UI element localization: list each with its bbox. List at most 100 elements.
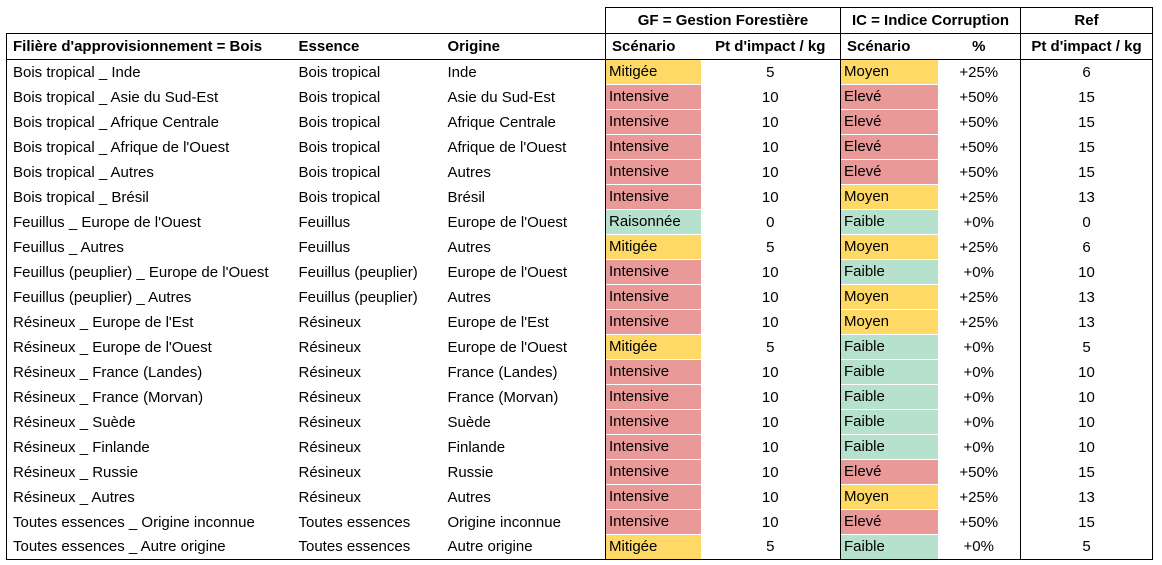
cell-origine: Inde (447, 63, 477, 81)
cell-ic-scenario: Moyen (841, 285, 938, 310)
cell-ic-scenario: Moyen (841, 60, 938, 85)
group-header-row: GF = Gestion Forestière IC = Indice Corr… (7, 7, 1153, 34)
cell-ic-scenario-label: Moyen (841, 285, 938, 309)
cell-origine: Autres (447, 488, 491, 506)
cell-ic-scenario: Faible (841, 385, 938, 410)
cell-filiere: Résineux _ Finlande (6, 434, 293, 460)
cell-ic-scenario: Moyen (841, 235, 938, 260)
cell-ic-pct: +25% (937, 234, 1021, 260)
cell-ic-scenario: Moyen (841, 485, 938, 510)
cell-essence: Feuillus (peuplier) (298, 288, 418, 306)
cell-essence: Bois tropical (298, 88, 381, 106)
cell-ic-pct: +0% (937, 409, 1021, 435)
cell-essence: Résineux (298, 413, 362, 431)
table-row: Bois tropical _ Afrique de l'Ouest Bois t… (6, 134, 1153, 160)
table-row: Feuillus (peuplier) _ Autres Feuillus (pe… (6, 284, 1153, 310)
cell-ref-impact: 0 (1020, 209, 1153, 235)
cell-ic-pct: +25% (937, 184, 1021, 210)
cell-ref-impact: 6 (1020, 59, 1153, 85)
cell-gf-scenario: Intensive (605, 384, 701, 410)
table-row: Toutes essences _ Origine inconnue Toutes… (6, 509, 1153, 535)
cell-essence: Bois tropical (298, 138, 381, 156)
cell-gf-scenario-label: Intensive (606, 360, 701, 384)
cell-origine: Asie du Sud-Est (447, 88, 556, 106)
cell-ic-pct: +0% (937, 209, 1021, 235)
col-header-origine: Origine (441, 33, 606, 60)
cell-ic-pct: +25% (937, 484, 1021, 510)
cell-origine: Europe de l'Ouest (447, 213, 568, 231)
cell-ic-scenario-label: Elevé (841, 510, 938, 534)
cell-gf-scenario-label: Intensive (606, 435, 701, 459)
cell-ref-impact: 10 (1020, 434, 1153, 460)
cell-ic-pct: +0% (937, 534, 1021, 560)
cell-ic-scenario-label: Elevé (841, 85, 938, 109)
cell-origine: Europe de l'Ouest (447, 338, 568, 356)
cell-ic-scenario: Elevé (841, 110, 938, 135)
cell-filiere: Bois tropical _ Inde (6, 59, 293, 85)
cell-gf-scenario-label: Intensive (606, 185, 701, 209)
cell-ic-scenario: Faible (841, 435, 938, 460)
cell-gf-scenario-label: Intensive (606, 310, 701, 334)
cell-ref-impact: 13 (1020, 484, 1153, 510)
col-header-ic-pct: % (937, 33, 1021, 60)
cell-ic-scenario: Faible (841, 410, 938, 435)
table-row: Résineux _ Russie Résineux Russie Intensive… (6, 459, 1153, 485)
cell-essence: Bois tropical (298, 163, 381, 181)
cell-ref-impact: 13 (1020, 284, 1153, 310)
table-row: Résineux _ Europe de l'Est Résineux Europe… (6, 309, 1153, 335)
cell-origine: Autre origine (441, 534, 606, 560)
cell-ic-scenario: Faible (840, 534, 938, 560)
cell-essence: Feuillus (298, 213, 351, 231)
table-row: Bois tropical _ Brésil Bois tropical Brési… (6, 184, 1153, 210)
cell-ic-pct: +50% (937, 509, 1021, 535)
cell-filiere: Bois tropical _ Asie du Sud-Est (6, 84, 293, 110)
cell-essence: Bois tropical (298, 113, 381, 131)
table-row: Résineux _ Autres Résineux Autres Intensive… (6, 484, 1153, 510)
cell-origine: Europe de l'Est (447, 313, 549, 331)
cell-ref-impact: 10 (1020, 259, 1153, 285)
cell-gf-impact: 10 (700, 484, 841, 510)
cell-gf-scenario: Raisonnée (605, 209, 701, 235)
cell-ref-impact: 15 (1020, 84, 1153, 110)
cell-ic-scenario: Elevé (841, 85, 938, 110)
cell-gf-impact: 10 (700, 184, 841, 210)
col-header-ref-impact: Pt d'impact / kg (1020, 33, 1153, 60)
cell-ic-scenario-label: Faible (841, 534, 938, 559)
cell-gf-scenario-label: Intensive (606, 510, 701, 534)
group-ref: Ref (1020, 7, 1153, 34)
cell-origine: Autres (447, 288, 491, 306)
cell-ref-impact: 6 (1020, 234, 1153, 260)
cell-filiere: Toutes essences _ Origine inconnue (6, 509, 293, 535)
cell-essence: Résineux (298, 313, 362, 331)
cell-gf-scenario: Intensive (605, 309, 701, 335)
cell-filiere: Résineux _ France (Landes) (6, 359, 293, 385)
cell-gf-scenario-label: Intensive (606, 85, 701, 109)
table-row: Bois tropical _ Autres Bois tropical Autre… (6, 159, 1153, 185)
cell-gf-scenario-label: Intensive (606, 285, 701, 309)
cell-ref-impact: 10 (1020, 384, 1153, 410)
cell-origine: France (Morvan) (447, 388, 559, 406)
cell-ic-scenario: Elevé (841, 510, 938, 535)
cell-ic-pct: +25% (937, 309, 1021, 335)
cell-essence: Résineux (298, 363, 362, 381)
cell-filiere: Résineux _ Europe de l'Ouest (6, 334, 293, 360)
cell-gf-scenario: Intensive (605, 134, 701, 160)
cell-origine: Europe de l'Ouest (447, 263, 568, 281)
cell-origine: Suède (447, 413, 491, 431)
cell-ic-pct: +25% (937, 284, 1021, 310)
cell-essence: Feuillus (298, 238, 351, 256)
cell-gf-impact: 5 (700, 534, 841, 560)
col-header-ic-scenario: Scénario (840, 33, 938, 60)
cell-gf-impact: 10 (700, 84, 841, 110)
cell-ic-scenario: Faible (841, 335, 938, 360)
cell-gf-scenario-label: Intensive (606, 410, 701, 434)
cell-gf-impact: 10 (700, 159, 841, 185)
cell-ref-impact: 5 (1020, 334, 1153, 360)
cell-filiere: Feuillus (peuplier) _ Autres (6, 284, 293, 310)
cell-essence: Bois tropical (298, 63, 381, 81)
cell-ic-scenario-label: Elevé (841, 135, 938, 159)
cell-filiere: Résineux _ Russie (6, 459, 293, 485)
cell-gf-impact: 5 (700, 234, 841, 260)
cell-origine: Afrique Centrale (447, 113, 556, 131)
cell-gf-scenario: Intensive (605, 159, 701, 185)
